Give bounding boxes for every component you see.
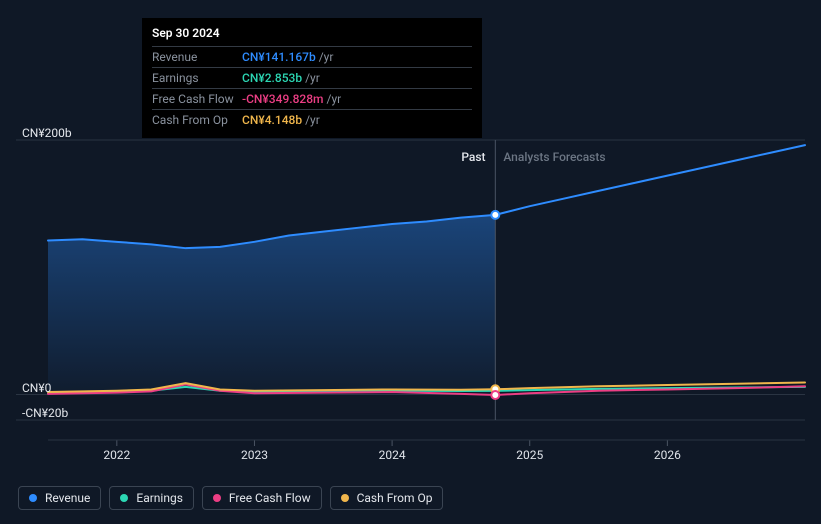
legend-swatch xyxy=(120,494,128,502)
legend-item-revenue[interactable]: Revenue xyxy=(18,486,101,510)
tooltip-metric-value: CN¥4.148b xyxy=(242,111,302,129)
tooltip-metric-unit: /yr xyxy=(305,111,320,129)
legend-item-free-cash-flow[interactable]: Free Cash Flow xyxy=(202,486,322,510)
tooltip-date: Sep 30 2024 xyxy=(152,24,472,46)
x-axis-label: 2022 xyxy=(103,448,130,462)
x-axis-label: 2025 xyxy=(516,448,543,462)
chart-legend: Revenue Earnings Free Cash Flow Cash From O… xyxy=(18,486,443,510)
tooltip-metric-label: Cash From Op xyxy=(152,111,242,129)
forecast-section-label: Analysts Forecasts xyxy=(503,150,605,164)
legend-swatch xyxy=(341,494,349,502)
tooltip-metric-value: CN¥2.853b xyxy=(242,69,302,87)
legend-label: Free Cash Flow xyxy=(229,491,311,505)
tooltip-row: Cash From OpCN¥4.148b/yr xyxy=(152,109,472,130)
tooltip-metric-unit: /yr xyxy=(319,48,334,66)
legend-label: Earnings xyxy=(136,491,183,505)
tooltip-row: Free Cash Flow-CN¥349.828m/yr xyxy=(152,88,472,109)
x-axis-label: 2023 xyxy=(241,448,268,462)
tooltip-metric-label: Earnings xyxy=(152,69,242,87)
legend-swatch xyxy=(213,494,221,502)
x-axis-label: 2026 xyxy=(654,448,681,462)
tooltip-metric-unit: /yr xyxy=(305,69,320,87)
tooltip-metric-label: Revenue xyxy=(152,48,242,66)
legend-label: Revenue xyxy=(45,491,90,505)
chart-tooltip: Sep 30 2024 RevenueCN¥141.167b/yrEarning… xyxy=(142,18,482,138)
y-axis-label: -CN¥20b xyxy=(22,406,68,420)
tooltip-metric-unit: /yr xyxy=(327,90,342,108)
legend-item-earnings[interactable]: Earnings xyxy=(109,486,194,510)
financial-chart: CN¥200bCN¥0-CN¥20b 20222023202420252026 … xyxy=(0,0,821,524)
past-section-label: Past xyxy=(461,150,485,164)
tooltip-metric-value: CN¥141.167b xyxy=(242,48,316,66)
legend-swatch xyxy=(29,494,37,502)
x-axis-label: 2024 xyxy=(379,448,406,462)
tooltip-row: RevenueCN¥141.167b/yr xyxy=(152,46,472,67)
y-axis-label: CN¥200b xyxy=(22,126,72,140)
legend-item-cash-from-op[interactable]: Cash From Op xyxy=(330,486,444,510)
y-axis-label: CN¥0 xyxy=(22,381,51,395)
legend-label: Cash From Op xyxy=(357,491,433,505)
tooltip-row: EarningsCN¥2.853b/yr xyxy=(152,67,472,88)
tooltip-metric-label: Free Cash Flow xyxy=(152,90,242,108)
tooltip-metric-value: -CN¥349.828m xyxy=(242,90,324,108)
